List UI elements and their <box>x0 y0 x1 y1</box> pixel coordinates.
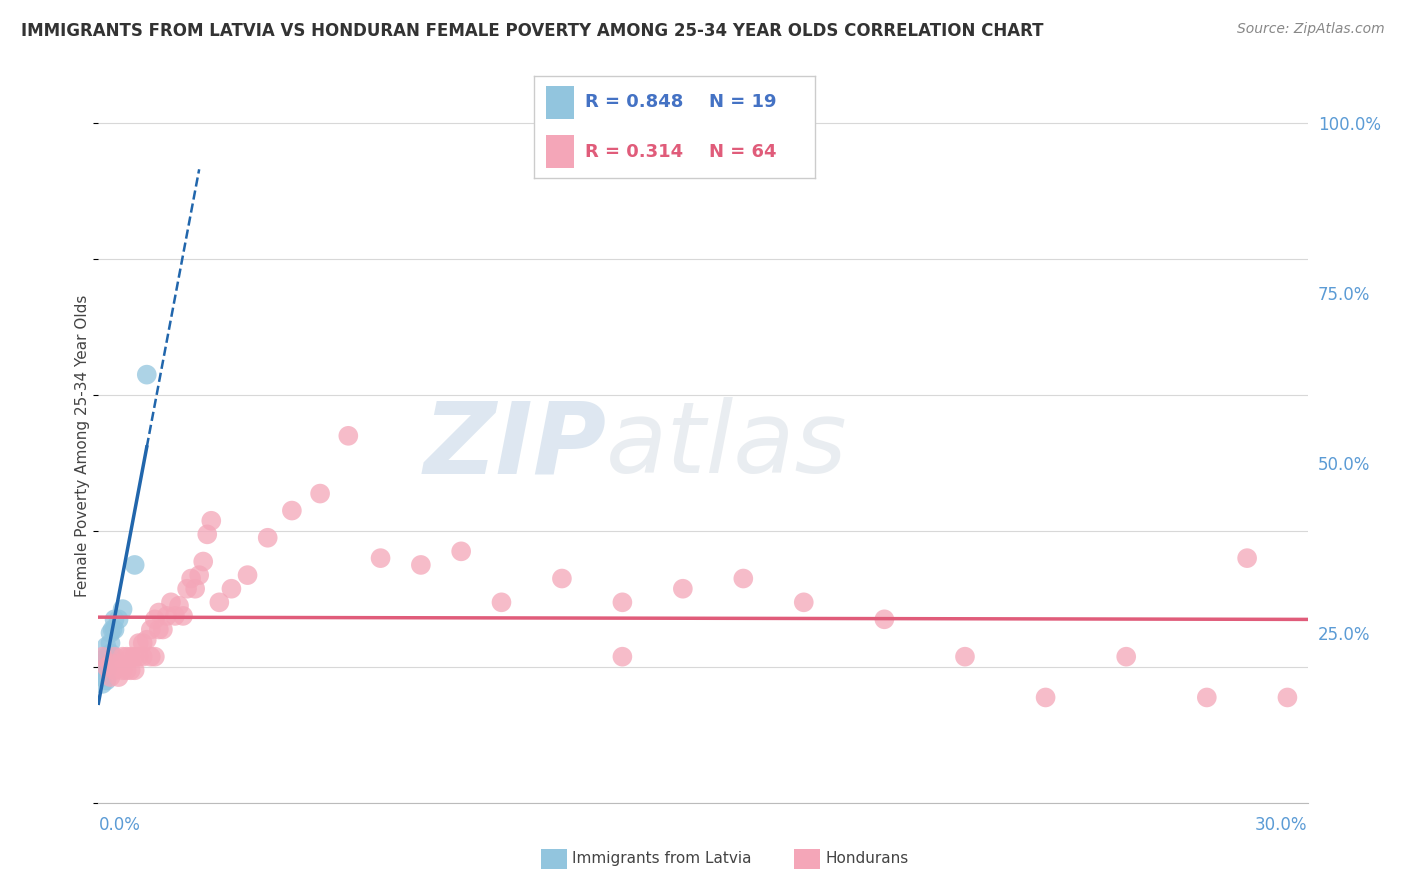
Point <box>107 612 129 626</box>
Point <box>103 623 125 637</box>
Point <box>221 582 243 596</box>
Text: R = 0.848: R = 0.848 <box>585 94 683 112</box>
Point <box>101 623 124 637</box>
Point <box>111 649 134 664</box>
Point <box>124 649 146 664</box>
Point <box>193 555 215 569</box>
Point <box>160 595 183 609</box>
Point <box>256 531 278 545</box>
Bar <box>546 136 574 168</box>
Point <box>115 663 138 677</box>
Point <box>309 486 332 500</box>
Point <box>96 673 118 688</box>
Point <box>132 636 155 650</box>
Point <box>1277 690 1299 705</box>
Point <box>873 612 896 626</box>
Point <box>236 568 259 582</box>
Point <box>139 623 162 637</box>
Point <box>120 663 142 677</box>
Point <box>612 595 634 609</box>
Text: N = 19: N = 19 <box>709 94 776 112</box>
Text: atlas: atlas <box>606 398 848 494</box>
Point <box>103 612 125 626</box>
Point <box>156 608 179 623</box>
Point <box>491 595 513 609</box>
Point <box>120 649 142 664</box>
Point <box>450 544 472 558</box>
Point <box>111 663 134 677</box>
Point <box>551 572 574 586</box>
Point <box>148 623 170 637</box>
Text: 0.0%: 0.0% <box>98 816 141 834</box>
Text: ZIP: ZIP <box>423 398 606 494</box>
Point <box>370 551 392 566</box>
Point <box>148 606 170 620</box>
Point <box>96 640 118 654</box>
Point <box>188 568 211 582</box>
Point <box>612 649 634 664</box>
Point <box>103 649 125 664</box>
Text: Immigrants from Latvia: Immigrants from Latvia <box>572 851 752 865</box>
Point <box>139 649 162 664</box>
Text: R = 0.314: R = 0.314 <box>585 143 683 161</box>
Text: N = 64: N = 64 <box>709 143 776 161</box>
Point <box>409 558 432 572</box>
Point <box>1115 649 1137 664</box>
Point <box>96 660 118 674</box>
Point <box>184 582 207 596</box>
Bar <box>546 87 574 119</box>
Point <box>128 649 150 664</box>
Point <box>135 632 157 647</box>
Point <box>89 663 111 677</box>
Point <box>128 636 150 650</box>
Point <box>107 657 129 671</box>
Point <box>337 429 360 443</box>
Point <box>100 670 122 684</box>
Point <box>172 608 194 623</box>
Point <box>1035 690 1057 705</box>
Point <box>107 670 129 684</box>
Point <box>96 649 118 664</box>
Point <box>100 636 122 650</box>
Point <box>124 663 146 677</box>
Point <box>152 623 174 637</box>
Text: Source: ZipAtlas.com: Source: ZipAtlas.com <box>1237 22 1385 37</box>
Text: Hondurans: Hondurans <box>825 851 908 865</box>
Point <box>124 558 146 572</box>
Text: 30.0%: 30.0% <box>1256 816 1308 834</box>
Point <box>793 595 815 609</box>
Point <box>132 649 155 664</box>
Point <box>167 599 190 613</box>
Point <box>143 649 166 664</box>
Point <box>733 572 755 586</box>
Point <box>176 582 198 596</box>
Point <box>111 602 134 616</box>
Point <box>281 503 304 517</box>
Point <box>208 595 231 609</box>
Point <box>91 653 114 667</box>
Point <box>96 663 118 677</box>
Point <box>91 649 114 664</box>
Point <box>100 657 122 671</box>
Point <box>143 612 166 626</box>
Point <box>91 677 114 691</box>
Point <box>1236 551 1258 566</box>
Point <box>115 649 138 664</box>
Y-axis label: Female Poverty Among 25-34 Year Olds: Female Poverty Among 25-34 Year Olds <box>75 295 90 597</box>
Point <box>91 670 114 684</box>
Point <box>100 646 122 660</box>
Point <box>163 608 186 623</box>
Point <box>195 527 218 541</box>
Text: IMMIGRANTS FROM LATVIA VS HONDURAN FEMALE POVERTY AMONG 25-34 YEAR OLDS CORRELAT: IMMIGRANTS FROM LATVIA VS HONDURAN FEMAL… <box>21 22 1043 40</box>
Point <box>135 368 157 382</box>
Point <box>100 626 122 640</box>
Point <box>953 649 976 664</box>
Point <box>672 582 695 596</box>
Point <box>103 663 125 677</box>
Point <box>200 514 222 528</box>
Point <box>1195 690 1218 705</box>
Point <box>180 572 202 586</box>
Point <box>89 657 111 671</box>
